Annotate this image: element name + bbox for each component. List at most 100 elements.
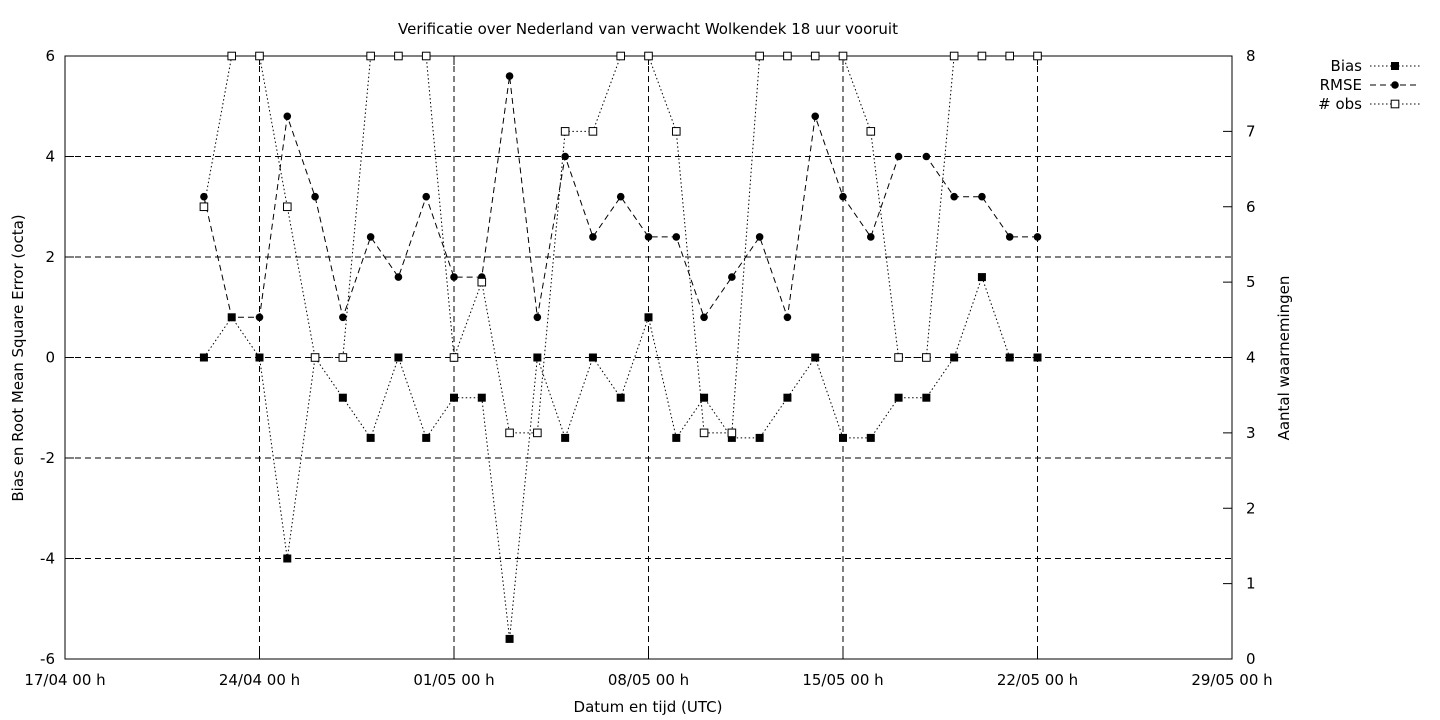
y2-tick-label: 7 xyxy=(1246,122,1256,140)
data-point xyxy=(533,428,542,438)
data-point xyxy=(589,233,597,241)
y2-tick-label: 3 xyxy=(1246,424,1256,442)
y2-axis-label: Aantal waarnemingen xyxy=(1275,276,1293,441)
data-point xyxy=(978,192,986,201)
y-tick-label: -6 xyxy=(40,650,55,668)
data-point xyxy=(366,233,375,241)
y2-tick-label: 5 xyxy=(1246,273,1256,291)
y-tick-label: 6 xyxy=(45,47,55,65)
data-point xyxy=(1005,233,1014,241)
data-point xyxy=(339,313,347,322)
data-point xyxy=(227,51,237,61)
data-point xyxy=(1033,233,1042,241)
x-tick-label: 15/05 00 h xyxy=(802,671,883,689)
data-point xyxy=(755,233,764,241)
data-point xyxy=(477,277,487,287)
data-point xyxy=(1005,353,1014,362)
series-3 xyxy=(199,51,1042,438)
data-point xyxy=(588,127,598,136)
data-point xyxy=(699,428,709,438)
data-point xyxy=(421,51,431,61)
data-point xyxy=(1033,51,1042,61)
legend-label: Bias xyxy=(1331,57,1363,75)
data-point xyxy=(811,353,820,362)
data-point xyxy=(338,393,347,402)
x-tick-label: 22/05 00 h xyxy=(997,671,1078,689)
data-point xyxy=(1005,51,1015,61)
data-point xyxy=(561,433,570,442)
data-point xyxy=(394,51,403,61)
data-point xyxy=(311,192,319,201)
data-point xyxy=(283,112,292,121)
data-point xyxy=(366,433,375,442)
x-tick-label: 29/05 00 h xyxy=(1191,671,1272,689)
data-point xyxy=(533,313,542,322)
data-point xyxy=(949,51,959,61)
data-point xyxy=(671,127,681,136)
data-point xyxy=(866,127,876,136)
y-tick-label: -2 xyxy=(40,449,55,467)
data-point xyxy=(644,233,653,241)
data-point xyxy=(255,51,264,61)
y2-tick-label: 0 xyxy=(1246,650,1256,668)
data-point xyxy=(755,433,764,442)
data-point xyxy=(394,353,403,362)
data-point xyxy=(811,112,820,121)
axes: 17/04 00 h 24/04 00 h 01/05 00 h 08/05 00 h… xyxy=(24,47,1272,689)
data-point xyxy=(838,51,848,61)
grid xyxy=(65,56,1232,659)
data-point xyxy=(366,51,375,61)
data-point xyxy=(783,313,792,322)
series-1 xyxy=(199,273,1042,643)
y-tick-label: 4 xyxy=(45,148,55,166)
y-axis-label: Bias en Root Mean Square Error (octa) xyxy=(9,214,27,501)
data-point xyxy=(450,273,458,281)
x-tick-label: 08/05 00 h xyxy=(608,671,689,689)
series-line xyxy=(203,55,1038,434)
data-point xyxy=(894,152,903,161)
legend-marker xyxy=(1391,62,1399,70)
data-point xyxy=(922,393,931,402)
data-point xyxy=(922,353,931,362)
legend-marker xyxy=(1390,99,1400,109)
data-point xyxy=(644,313,653,322)
y2-tick-label: 2 xyxy=(1246,499,1256,517)
y2-tick-label: 8 xyxy=(1246,47,1256,65)
x-tick-label: 01/05 00 h xyxy=(413,671,494,689)
data-point xyxy=(700,393,709,402)
data-point xyxy=(727,433,736,442)
data-point xyxy=(783,393,792,402)
data-point xyxy=(422,433,431,442)
data-point xyxy=(810,51,820,61)
data-point xyxy=(338,353,348,362)
y-tick-label: 0 xyxy=(45,349,55,367)
data-point xyxy=(450,393,458,402)
data-point xyxy=(394,273,403,281)
data-point xyxy=(283,554,292,563)
data-point xyxy=(255,313,264,322)
x-tick-label: 24/04 00 h xyxy=(219,671,300,689)
legend-label: # obs xyxy=(1318,95,1362,113)
data-point xyxy=(977,51,987,61)
x-tick-label: 17/04 00 h xyxy=(24,671,105,689)
y2-tick-label: 6 xyxy=(1246,198,1256,216)
data-point xyxy=(894,393,903,402)
data-point xyxy=(894,353,903,362)
data-point xyxy=(1033,353,1042,362)
data-point xyxy=(950,192,958,201)
series-2 xyxy=(200,72,1042,322)
legend-marker xyxy=(1391,81,1399,89)
data-point xyxy=(505,428,514,438)
data-point xyxy=(839,192,847,201)
data-point xyxy=(755,51,764,61)
data-point xyxy=(672,433,681,442)
data-point xyxy=(449,353,459,362)
data-point xyxy=(644,51,653,61)
data-point xyxy=(255,353,264,362)
y2-tick-label: 4 xyxy=(1246,349,1256,367)
data-point xyxy=(700,313,708,322)
data-point xyxy=(839,433,847,442)
data-point xyxy=(616,51,626,61)
